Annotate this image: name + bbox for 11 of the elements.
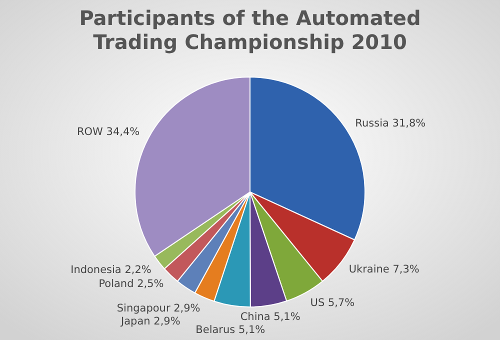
- slice-label: Japan 2,9%: [120, 315, 180, 328]
- slice-label: Belarus 5,1%: [196, 324, 266, 336]
- slice-label: US 5,7%: [310, 297, 355, 310]
- slice-label: Poland 2,5%: [98, 278, 164, 290]
- slice-label: Indonesia 2,2%: [70, 264, 152, 276]
- slice-label: Russia 31,8%: [355, 117, 426, 130]
- chart-title: Participants of the Automated Trading Championship 2010: [79, 6, 421, 54]
- slice-label: ROW 34,4%: [77, 126, 140, 138]
- slice-label: China 5,1%: [240, 311, 300, 324]
- slice-label: Singapour 2,9%: [116, 302, 200, 314]
- slice-label: Ukraine 7,3%: [348, 264, 420, 276]
